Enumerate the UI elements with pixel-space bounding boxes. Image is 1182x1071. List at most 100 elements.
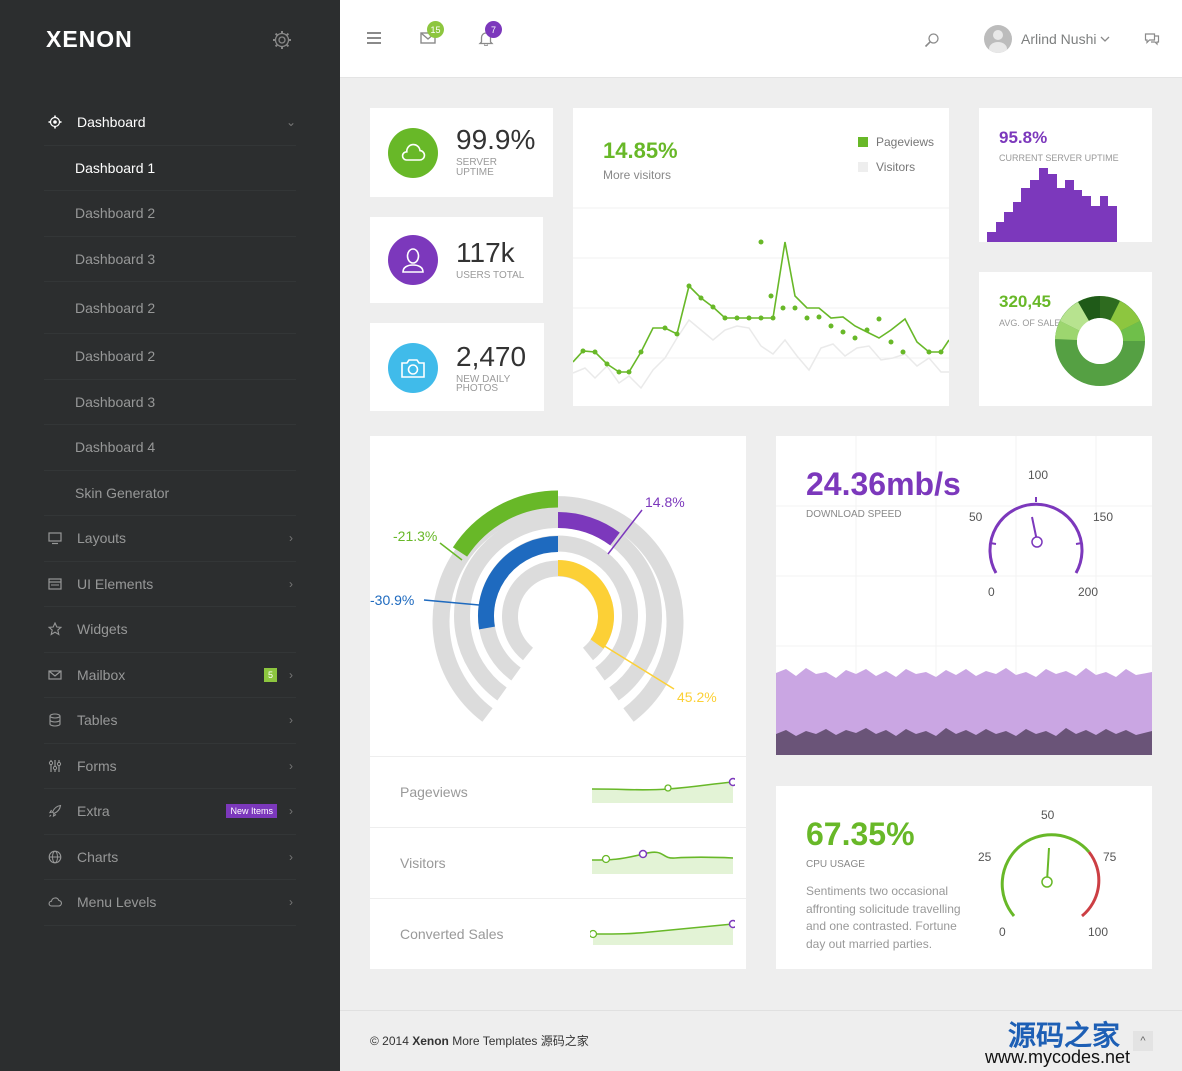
uptime-bar-chart [987,168,1117,242]
sidebar-subitem-dashboard-2[interactable]: Dashboard 2 [44,191,296,237]
gauge-tick: 25 [978,850,992,864]
messages-button[interactable]: 15 [420,21,444,46]
stat-value: 2,470 [456,341,527,372]
chevron-down-icon [1101,36,1110,42]
watermark-title: 源码之家 [1008,1019,1121,1052]
radial-arc-blue [478,536,559,630]
gear-icon[interactable] [272,30,292,50]
visitors-line-chart [573,207,949,390]
star-icon [48,622,62,636]
sidebar-subitem-dashboard-3b[interactable]: Dashboard 3 [44,380,296,425]
logo[interactable]: XENON [46,26,133,52]
footer-more-templates[interactable]: More Templates 源码之家 [452,1034,589,1048]
download-speed-label: DOWNLOAD SPEED [806,509,902,520]
sidebar-subitem-dashboard-3[interactable]: Dashboard 3 [44,237,296,282]
scroll-to-top-button[interactable]: ^ [1133,1031,1153,1051]
gauge-tick: 50 [1041,808,1055,822]
sales-panel: 320,45 AVG. OF SALES [979,272,1152,406]
legend-swatch [858,137,868,147]
sidebar-item-label: Menu Levels [77,894,157,911]
sparkline-label: Visitors [400,855,446,871]
window-icon [48,578,62,590]
gauge-tick: 50 [969,510,983,524]
stat-value: 117k [456,237,515,268]
search-icon[interactable] [924,32,940,48]
messages-count-badge: 15 [427,21,444,38]
chevron-right-icon: › [289,667,293,682]
cpu-usage-panel: 67.35% CPU USAGE Sentiments two occasion… [776,786,1152,969]
chevron-right-icon: › [289,804,293,819]
sidebar-item-label: Extra [77,803,110,820]
server-uptime-label: CURRENT SERVER UPTIME [999,153,1119,163]
sparkline-label: Converted Sales [400,926,504,942]
sales-value: 320,45 [999,292,1051,311]
daily-photos-stat: 2,470 NEW DAILY PHOTOS [370,323,544,411]
sidebar-item-label: UI Elements [77,575,154,592]
sparkline-label: Pageviews [400,784,468,800]
footer-copyright: © 2014 Xenon More Templates 源码之家 [370,1032,589,1049]
stat-icon-circle [388,128,438,178]
sidebar-item-forms[interactable]: Forms › [44,744,296,789]
sidebar-item-label: Mailbox [77,666,126,683]
pageviews-sparkline [591,777,735,803]
cpu-usage-description: Sentiments two occasional affronting sol… [806,884,961,951]
pageviews-series-line [573,241,949,373]
chat-icon[interactable] [1144,31,1160,47]
sidebar-item-menu-levels[interactable]: Menu Levels › [44,880,296,926]
avatar [984,25,1012,53]
chevron-right-icon: › [289,849,293,864]
sidebar-subitem-dashboard-1[interactable]: Dashboard 1 [44,146,296,191]
legend-pageviews: Pageviews [858,135,934,149]
cloud-icon [401,143,426,161]
user-icon [402,248,424,273]
cloud-icon [48,897,62,907]
stat-label: NEW DAILY [456,374,511,385]
gauge-tick: 100 [1028,468,1049,482]
user-menu[interactable]: Arlind Nushi [984,25,1110,53]
server-uptime-panel: 95.8% CURRENT SERVER UPTIME [979,108,1152,242]
copyright-text: © 2014 [370,1034,409,1048]
sparkline-row: Visitors [370,827,746,898]
sidebar-item-layouts[interactable]: Layouts › [44,516,296,562]
envelope-icon [48,670,62,680]
stat-label: UPTIME [456,167,494,178]
topbar: 15 7 Arlind Nushi [340,0,1182,78]
hamburger-menu-icon[interactable] [366,30,382,46]
cpu-usage-label: CPU USAGE [806,859,865,870]
sidebar-item-widgets[interactable]: Widgets [44,607,296,653]
notifications-button[interactable]: 7 [478,21,502,47]
sidebar-item-dashboard[interactable]: Dashboard ⌄ [44,100,296,146]
sparkline-row: Converted Sales [370,898,746,969]
gauge-tick: 100 [1088,925,1109,939]
footer-brand[interactable]: Xenon [412,1034,449,1048]
sidebar-item-ui-elements[interactable]: UI Elements › [44,562,296,607]
sidebar-subitem-dashboard-2b[interactable]: Dashboard 2 [44,282,296,334]
sidebar-item-tables[interactable]: Tables › [44,698,296,744]
radial-label-blue: -30.9% [370,592,415,608]
sidebar-subitem-dashboard-2c[interactable]: Dashboard 2 [44,334,296,380]
sidebar-item-label: Widgets [77,621,128,638]
sidebar-item-label: Tables [77,712,118,729]
server-uptime-stat: 99.9% SERVER UPTIME [370,108,553,197]
sidebar-item-charts[interactable]: Charts › [44,835,296,880]
sidebar-item-label: Dashboard [77,114,146,131]
converted-sales-sparkline [590,919,735,945]
stat-icon-circle [388,343,438,393]
download-speed-gauge [988,497,1084,574]
sidebar-item-extra[interactable]: Extra New Items › [44,789,296,835]
sales-label: AVG. OF SALES [999,318,1067,328]
watermark-url: www.mycodes.net [985,1047,1131,1067]
sidebar-subitem-dashboard-4[interactable]: Dashboard 4 [44,425,296,471]
download-speed-area-chart [776,436,1152,755]
legend-label: Pageviews [876,135,935,149]
visitors-sparkline [591,849,734,874]
gauge-tick: 0 [988,585,995,599]
sidebar-item-mailbox[interactable]: Mailbox 5 › [44,653,296,698]
sidebar-subitem-skin-generator[interactable]: Skin Generator [44,471,296,516]
sidebar-item-label: Forms [77,757,117,774]
chevron-right-icon: › [289,576,293,591]
mailbox-count-badge: 5 [263,667,277,682]
sidebar: XENON Dashboard ⌄ Dashboard 1 Dashboard … [0,0,340,1071]
sliders-icon [48,759,62,772]
radial-arc-green [452,490,559,557]
